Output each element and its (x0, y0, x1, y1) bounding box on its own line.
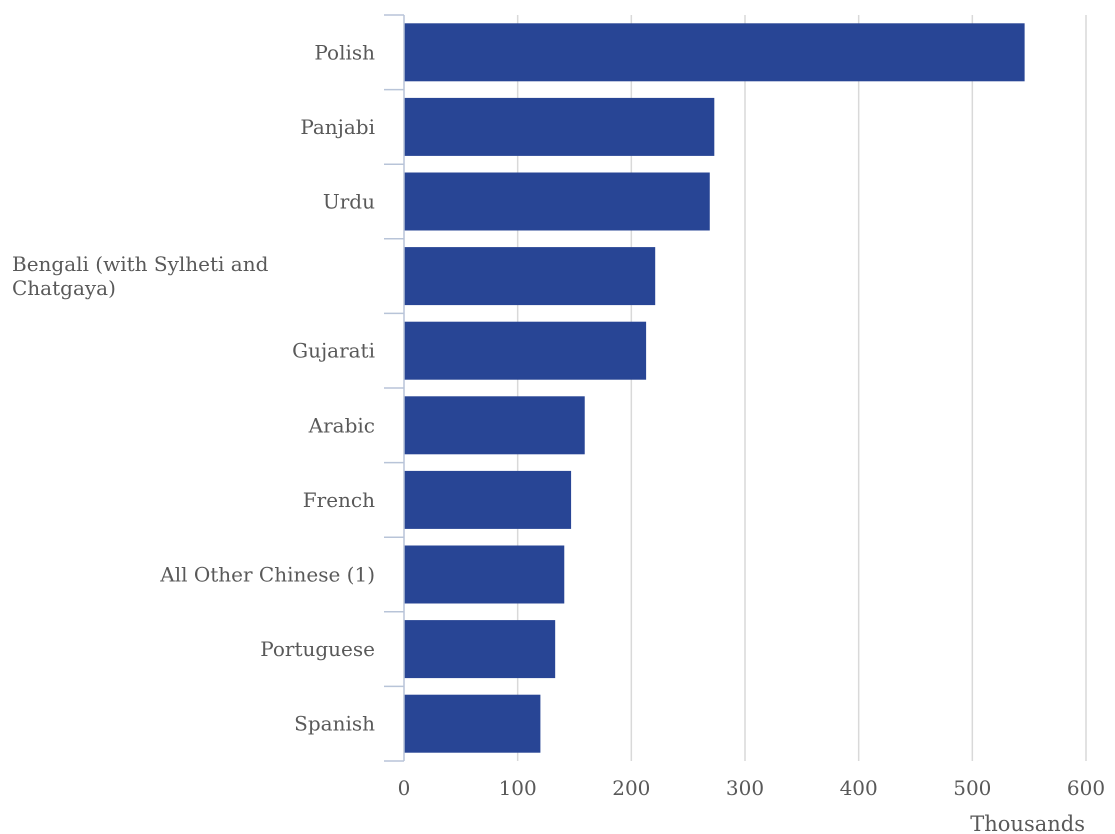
category-label: French (303, 488, 375, 512)
category-label: Portuguese (260, 637, 375, 661)
x-tick-label: 0 (398, 776, 411, 800)
x-axis-title: Thousands (970, 812, 1085, 834)
bar (404, 396, 585, 455)
category-label: All Other Chinese (1) (159, 563, 375, 587)
bar (404, 23, 1025, 82)
x-tick-label: 600 (1067, 776, 1105, 800)
bar (404, 97, 715, 156)
category-label: Gujarati (292, 339, 375, 363)
category-labels: Polish Panjabi Urdu Bengali (with Sylheti a… (12, 40, 375, 735)
category-label: Bengali (with Sylheti and Chatgaya) (12, 252, 269, 300)
x-tick-label: 100 (499, 776, 537, 800)
bar (404, 172, 710, 231)
bar (404, 321, 647, 380)
bar (404, 620, 556, 679)
x-tick-labels: 0 100 200 300 400 500 600 (398, 776, 1105, 800)
x-tick-label: 400 (840, 776, 878, 800)
bars (404, 23, 1025, 753)
bar (404, 545, 565, 604)
category-label: Urdu (323, 190, 375, 214)
category-label: Spanish (294, 712, 375, 736)
category-label: Arabic (308, 413, 375, 437)
bar (404, 470, 572, 529)
bar (404, 694, 541, 753)
x-tick-label: 200 (612, 776, 650, 800)
category-label: Panjabi (300, 115, 375, 139)
bar (404, 247, 656, 306)
x-tick-label: 500 (953, 776, 991, 800)
category-label: Polish (314, 40, 375, 64)
x-tick-label: 300 (726, 776, 764, 800)
category-axis (384, 14, 405, 762)
